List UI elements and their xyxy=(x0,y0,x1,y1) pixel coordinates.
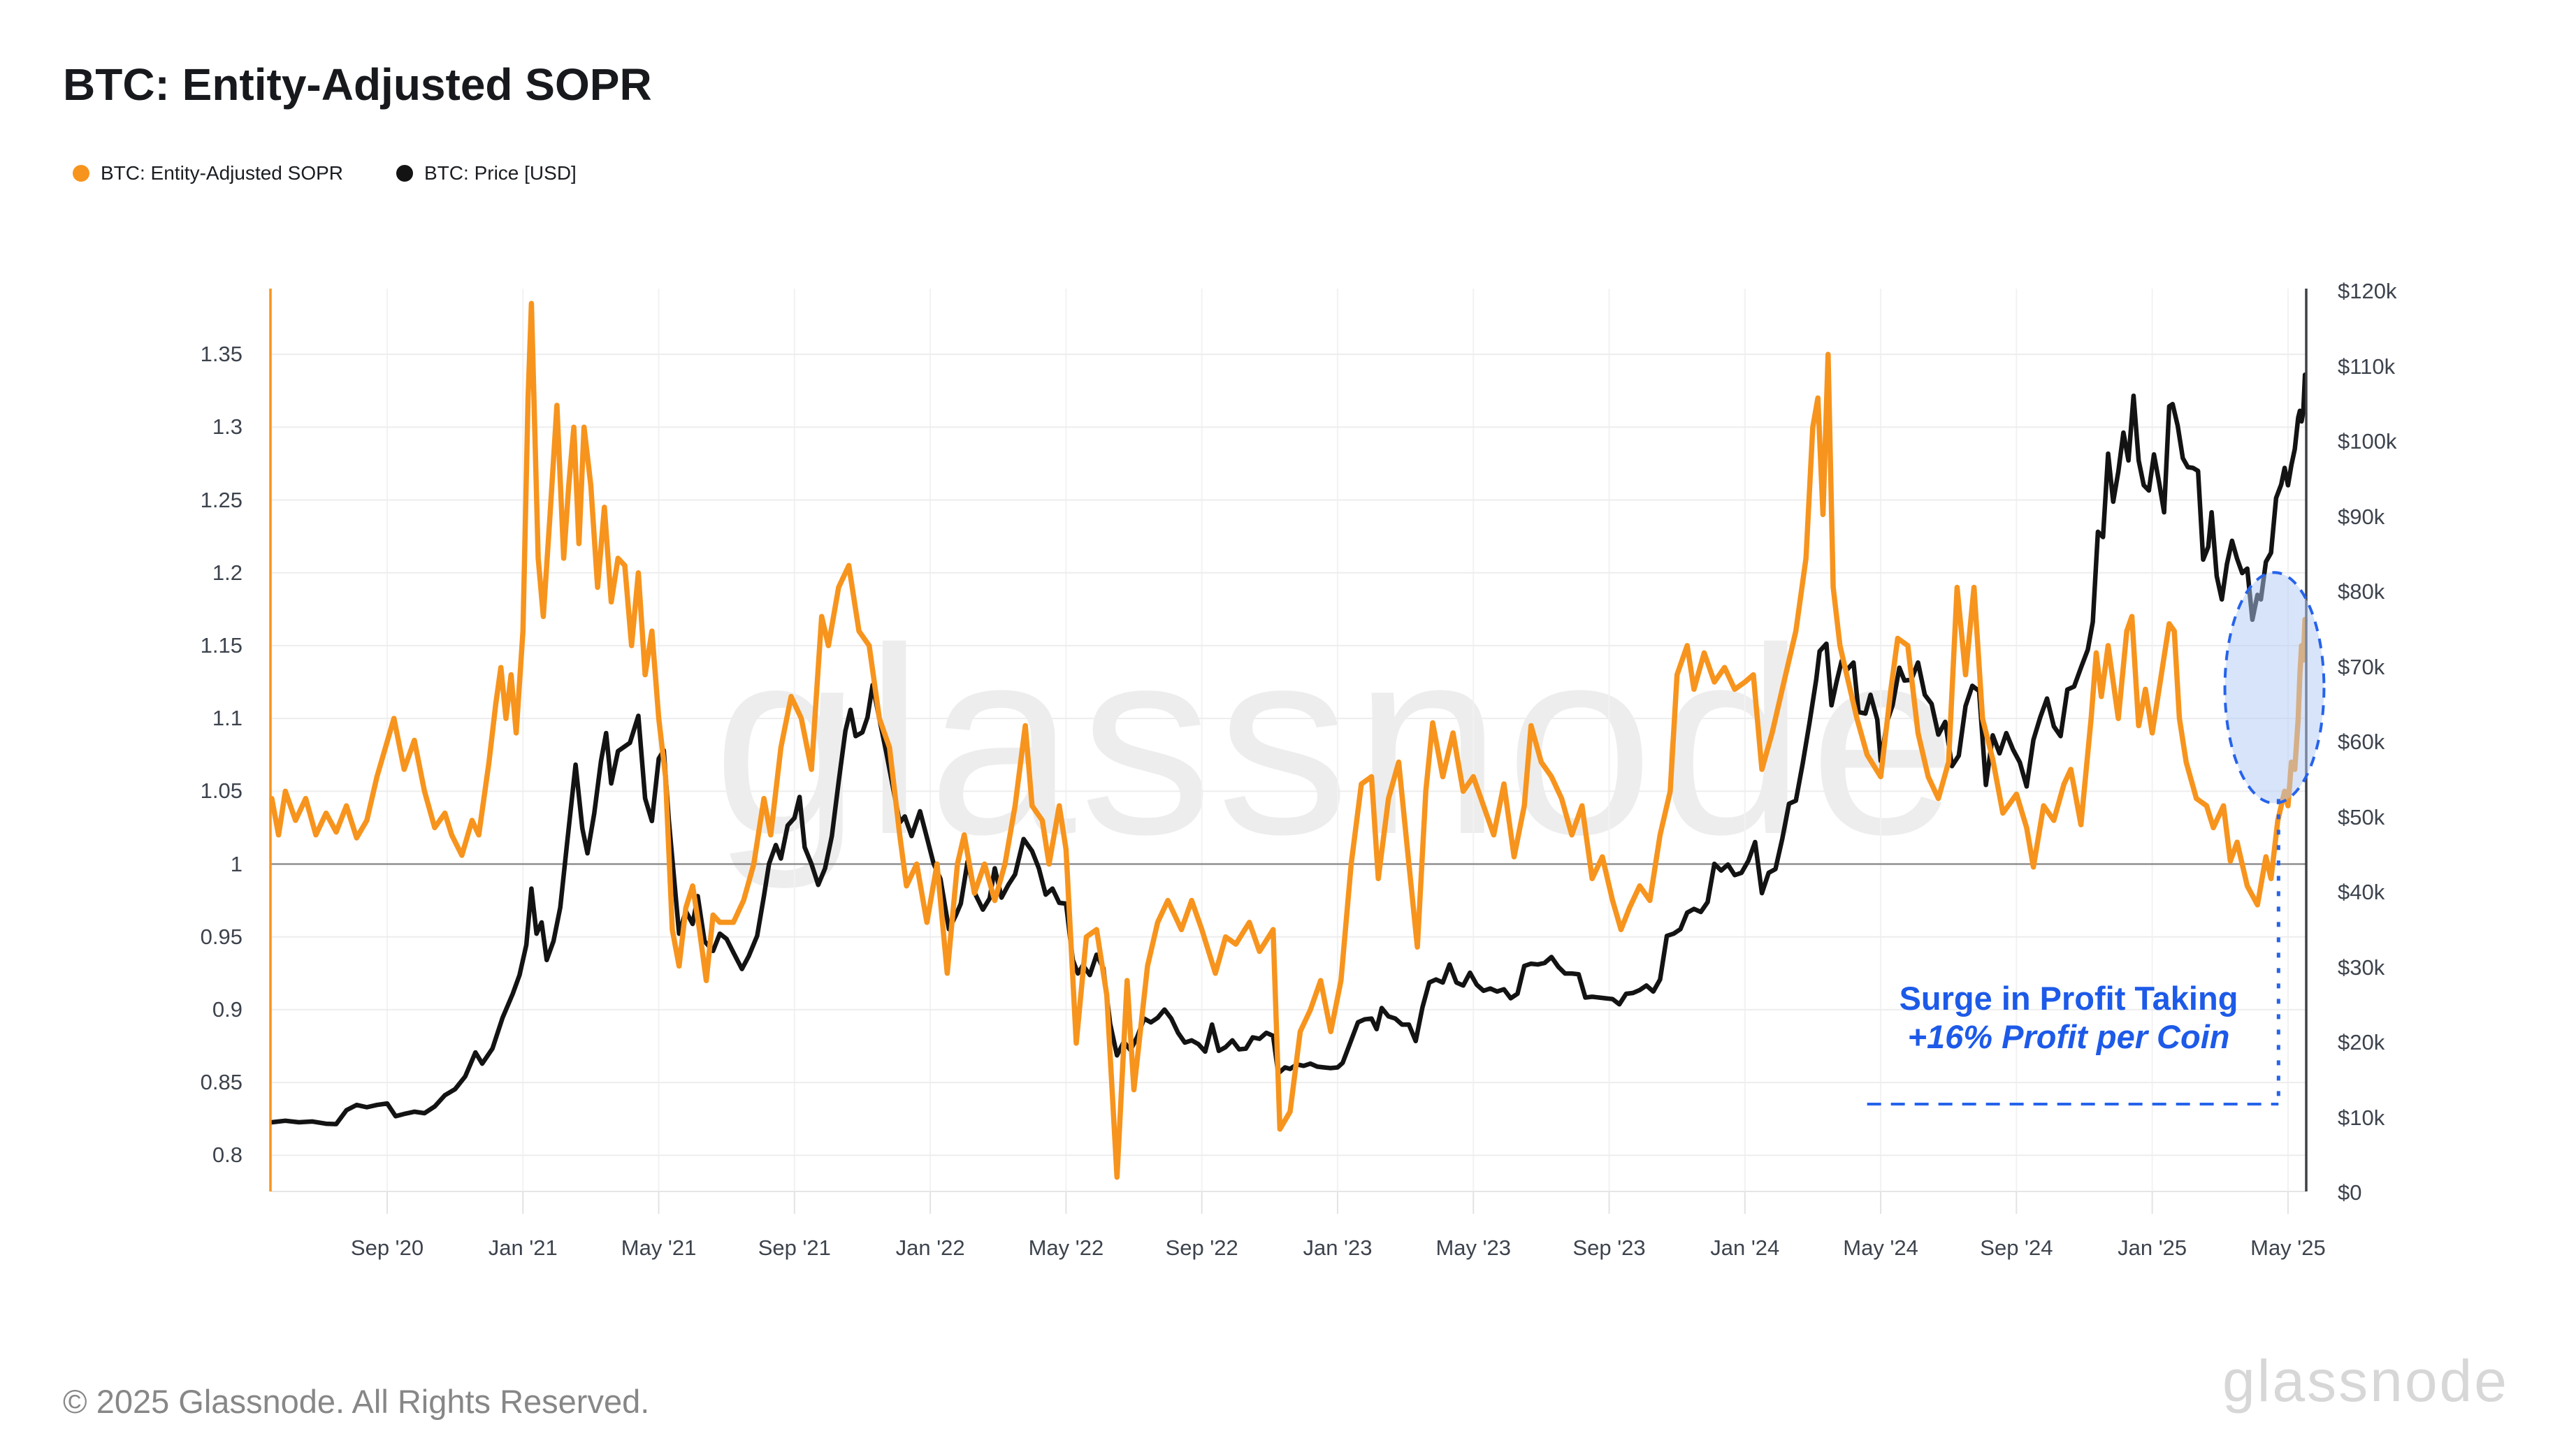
annotation: Surge in Profit Taking +16% Profit per C… xyxy=(1852,980,2285,1056)
x-tick: Jan '25 xyxy=(2118,1235,2187,1260)
x-tick: Jan '21 xyxy=(488,1235,558,1260)
x-tick: May '22 xyxy=(1028,1235,1104,1260)
legend-label-price: BTC: Price [USD] xyxy=(424,162,577,184)
x-tick: Jan '22 xyxy=(895,1235,965,1260)
x-tick: May '21 xyxy=(621,1235,697,1260)
y-left-tick: 1.2 xyxy=(212,560,243,585)
y-left-tick: 0.9 xyxy=(212,996,243,1022)
y-left-tick: 0.85 xyxy=(200,1070,243,1095)
y-left-tick: 1.25 xyxy=(200,487,243,512)
y-left-tick: 0.95 xyxy=(200,924,243,949)
x-tick: Sep '22 xyxy=(1165,1235,1238,1260)
chart-title: BTC: Entity-Adjusted SOPR xyxy=(63,59,652,110)
sopr-line[interactable] xyxy=(269,300,2308,1180)
glassnode-logo: glassnode xyxy=(2222,1348,2509,1414)
y-right-tick: $50k xyxy=(2338,804,2385,829)
y-left-tick: 1.1 xyxy=(212,706,243,731)
y-left-tick: 1.15 xyxy=(200,632,243,658)
legend: BTC: Entity-Adjusted SOPR BTC: Price [US… xyxy=(73,162,577,184)
highlight-ellipse xyxy=(2223,571,2326,805)
y-right-tick: $120k xyxy=(2338,279,2397,303)
x-tick: Jan '24 xyxy=(1710,1235,1780,1260)
y-left-tick: 0.8 xyxy=(212,1143,243,1168)
legend-label-sopr: BTC: Entity-Adjusted SOPR xyxy=(101,162,344,184)
x-tick: May '25 xyxy=(2250,1235,2326,1260)
y-left-tick: 1 xyxy=(230,851,243,876)
price-series-dot-icon xyxy=(396,165,414,182)
y-right-tick: $0 xyxy=(2338,1180,2362,1205)
y-right-tick: $40k xyxy=(2338,880,2385,904)
y-right-tick: $10k xyxy=(2338,1105,2385,1130)
footer-copyright: © 2025 Glassnode. All Rights Reserved. xyxy=(63,1383,650,1420)
y-right-tick: $30k xyxy=(2338,955,2385,980)
y-right-tick: $80k xyxy=(2338,579,2385,604)
y-right-tick: $70k xyxy=(2338,654,2385,679)
legend-item-sopr[interactable]: BTC: Entity-Adjusted SOPR xyxy=(73,162,343,184)
x-tick: Sep '21 xyxy=(758,1235,831,1260)
x-tick: Jan '23 xyxy=(1303,1235,1373,1260)
annotation-subtitle: +16% Profit per Coin xyxy=(1907,1017,2230,1055)
x-tick: Sep '24 xyxy=(1980,1235,2053,1260)
x-tick: May '23 xyxy=(1435,1235,1512,1260)
y-left-tick: 1.3 xyxy=(212,414,243,440)
y-right-tick: $20k xyxy=(2338,1030,2385,1054)
x-tick: Sep '20 xyxy=(350,1235,424,1260)
x-tick: May '24 xyxy=(1843,1235,1918,1260)
y-right-tick: $90k xyxy=(2338,504,2385,529)
sopr-series-dot-icon xyxy=(73,165,89,182)
y-left-tick: 1.05 xyxy=(200,778,243,804)
y-left-tick: 1.35 xyxy=(200,342,243,367)
x-tick: Sep '23 xyxy=(1572,1235,1646,1260)
legend-item-price[interactable]: BTC: Price [USD] xyxy=(396,162,577,184)
highlight-ellipse-fill xyxy=(2224,572,2324,804)
y-right-tick: $110k xyxy=(2338,354,2396,379)
annotation-title: Surge in Profit Taking xyxy=(1899,980,2238,1017)
y-right-tick: $100k xyxy=(2338,429,2397,454)
glassnode-watermark: glassnode xyxy=(713,593,1962,890)
y-right-tick: $60k xyxy=(2338,730,2385,754)
